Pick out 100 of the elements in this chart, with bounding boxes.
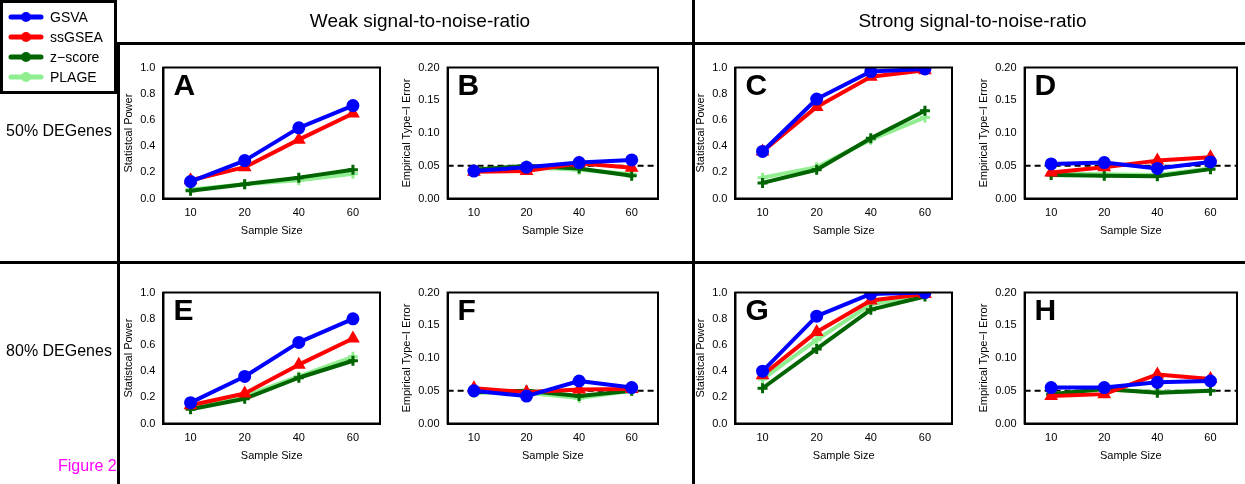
y-tick-label: 0.6 bbox=[712, 113, 728, 126]
y-tick-label: 0.0 bbox=[140, 191, 156, 204]
y-tick-label: 1.0 bbox=[140, 60, 156, 73]
x-tick-label: 60 bbox=[346, 206, 360, 219]
x-tick-label: 40 bbox=[572, 206, 586, 219]
y-tick-label: 0.8 bbox=[712, 311, 728, 324]
y-tick-label: 0.2 bbox=[712, 165, 728, 178]
x-tick-label: 20 bbox=[520, 206, 533, 219]
y-tick-label: 0.05 bbox=[995, 158, 1017, 171]
text: Strong signal-to-noise-ratio bbox=[857, 9, 1088, 33]
y-tick-label: 0.0 bbox=[712, 191, 728, 204]
x-tick-label: 10 bbox=[756, 431, 769, 444]
y-tick-label: 1.0 bbox=[712, 285, 728, 298]
x-tick-label: 20 bbox=[810, 206, 823, 219]
y-tick-label: 0.15 bbox=[418, 318, 440, 331]
x-tick-label: 60 bbox=[1204, 206, 1217, 219]
y-tick-label: 0.6 bbox=[140, 338, 156, 351]
y-tick-label: 1.0 bbox=[712, 60, 728, 73]
x-tick-label: 60 bbox=[918, 206, 932, 219]
x-tick-label: 40 bbox=[292, 206, 305, 219]
y-tick-label: 0.6 bbox=[712, 338, 728, 351]
y-tick-label: 0.20 bbox=[995, 60, 1017, 73]
y-tick-label: 0.4 bbox=[712, 139, 728, 152]
x-axis-title: Sample Size bbox=[521, 224, 584, 237]
y-tick-label: 0.05 bbox=[418, 158, 440, 171]
x-tick-label: 20 bbox=[520, 431, 533, 444]
y-tick-label: 0.20 bbox=[995, 285, 1017, 298]
x-tick-label: 40 bbox=[1151, 206, 1164, 219]
legend-label: ssGSEA bbox=[50, 29, 103, 45]
x-axis-title: Sample Size bbox=[1099, 224, 1162, 237]
x-tick-label: 20 bbox=[238, 206, 251, 219]
chart-title: B bbox=[457, 67, 480, 101]
y-tick-label: 0.10 bbox=[418, 351, 440, 364]
y-tick-label: 0.00 bbox=[418, 191, 440, 204]
y-tick-label: 0.8 bbox=[140, 86, 156, 99]
x-tick-label: 60 bbox=[1204, 431, 1217, 444]
y-tick-label: 0.4 bbox=[140, 364, 156, 377]
x-tick-label: 10 bbox=[184, 431, 197, 444]
x-tick-label: 20 bbox=[238, 431, 251, 444]
x-tick-label: 20 bbox=[1098, 431, 1111, 444]
x-tick-label: 40 bbox=[572, 431, 586, 444]
y-tick-label: 0.05 bbox=[418, 383, 440, 396]
y-tick-label: 0.15 bbox=[995, 318, 1017, 331]
y-tick-label: 0.0 bbox=[140, 416, 156, 429]
x-tick-label: 60 bbox=[918, 431, 932, 444]
y-tick-label: 0.15 bbox=[995, 93, 1017, 106]
x-tick-label: 40 bbox=[1151, 431, 1164, 444]
x-tick-label: 40 bbox=[864, 206, 877, 219]
y-tick-label: 0.2 bbox=[140, 390, 156, 403]
legend-label: GSVA bbox=[50, 9, 88, 25]
y-tick-label: 0.00 bbox=[995, 191, 1017, 204]
y-tick-label: 0.4 bbox=[140, 139, 156, 152]
chart-title: H bbox=[1034, 292, 1057, 326]
x-axis-title: Sample Size bbox=[1099, 449, 1162, 462]
x-axis-title: Sample Size bbox=[240, 224, 303, 237]
y-tick-label: 0.8 bbox=[712, 86, 728, 99]
x-tick-label: 10 bbox=[1045, 206, 1058, 219]
text: 50% DEGenes bbox=[5, 121, 113, 141]
y-tick-label: 0.20 bbox=[418, 60, 440, 73]
y-tick-label: 0.15 bbox=[418, 93, 440, 106]
x-tick-label: 10 bbox=[756, 206, 769, 219]
caption: Figure 2 bbox=[58, 456, 118, 476]
y-axis-title: Statistcal Power bbox=[121, 318, 134, 398]
x-axis-title: Sample Size bbox=[521, 449, 584, 462]
chart-title: F bbox=[457, 292, 476, 326]
x-tick-label: 20 bbox=[810, 431, 823, 444]
y-tick-label: 0.2 bbox=[140, 165, 156, 178]
text: Weak signal-to-noise-ratio bbox=[308, 9, 532, 33]
y-tick-label: 0.00 bbox=[418, 416, 440, 429]
chart-title: C bbox=[745, 67, 768, 101]
chart-title: E bbox=[173, 292, 194, 326]
y-axis-title: Empirical Type−I Error bbox=[399, 78, 412, 188]
y-tick-label: 1.0 bbox=[140, 285, 156, 298]
text: 80% DEGenes bbox=[5, 341, 113, 361]
y-tick-label: 0.10 bbox=[995, 351, 1017, 364]
x-tick-label: 60 bbox=[346, 431, 360, 444]
y-tick-label: 0.10 bbox=[418, 126, 440, 139]
y-axis-title: Empirical Type−I Error bbox=[976, 303, 989, 413]
legend-label: PLAGE bbox=[50, 69, 97, 85]
y-tick-label: 0.20 bbox=[418, 285, 440, 298]
x-tick-label: 10 bbox=[467, 206, 481, 219]
x-axis-title: Sample Size bbox=[812, 449, 875, 462]
y-axis-title: Statistcal Power bbox=[121, 93, 134, 173]
x-tick-label: 40 bbox=[864, 431, 877, 444]
x-axis-title: Sample Size bbox=[812, 224, 875, 237]
chart-title: G bbox=[745, 292, 769, 326]
legend-label: z−score bbox=[50, 49, 100, 65]
y-tick-label: 0.2 bbox=[712, 390, 728, 403]
x-axis-title: Sample Size bbox=[240, 449, 303, 462]
y-tick-label: 0.0 bbox=[712, 416, 728, 429]
y-axis-title: Empirical Type−I Error bbox=[976, 78, 989, 188]
x-tick-label: 40 bbox=[292, 431, 305, 444]
y-axis-title: Empirical Type−I Error bbox=[399, 303, 412, 413]
y-tick-label: 0.10 bbox=[995, 126, 1017, 139]
y-axis-title: Statistcal Power bbox=[693, 93, 706, 173]
chart-title: A bbox=[173, 67, 196, 101]
chart-title: D bbox=[1034, 67, 1057, 101]
x-tick-label: 60 bbox=[625, 431, 638, 444]
y-tick-label: 0.8 bbox=[140, 311, 156, 324]
x-tick-label: 60 bbox=[625, 206, 638, 219]
